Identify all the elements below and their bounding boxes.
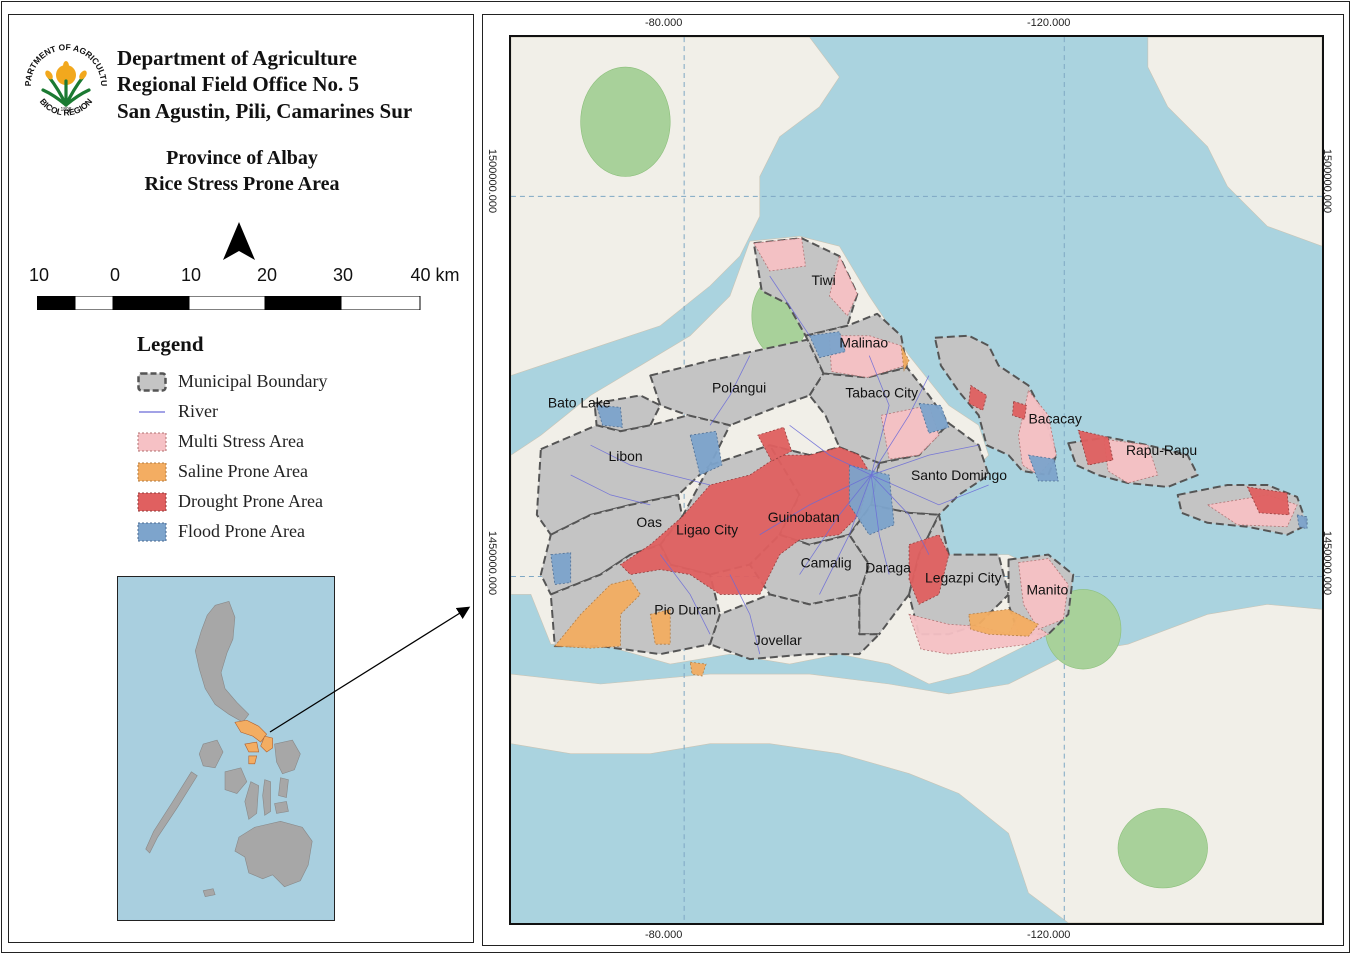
grid-label-bottom: -80.000 [645,929,683,941]
legend-item-multi-stress: Multi Stress Area [137,431,457,456]
municipality-label: Malinao [839,335,888,351]
legend-item-river: River [137,401,457,426]
scale-tick-label: 20 [256,265,278,285]
scale-tick-label: 0 [109,265,121,285]
municipality-label: Manito [1026,581,1068,597]
office-name: Regional Field Office No. 5 [117,72,360,96]
municipality-label: Legazpi City [925,569,1002,585]
municipality-label: Jovellar [754,632,802,648]
municipality-label: Camalig [801,555,852,571]
map-info-panel: DEPARTMENT OF AGRICULTURE BICOL REGION 1… [8,14,474,943]
grid-label-left: 1450000.000 [486,530,499,596]
legend-swatch [137,522,167,542]
grid-label-left: 1500000.000 [486,148,499,214]
legend-swatch [139,411,165,413]
legend-label: Drought Prone Area [178,491,323,511]
legend-item-flood-prone: Flood Prone Area [137,521,457,546]
grid-label-bottom: -120.000 [1027,929,1071,941]
legend-item-saline-prone: Saline Prone Area [137,461,457,486]
legend-swatch [137,372,167,392]
legend-label: Municipal Boundary [178,371,328,391]
legend-swatch [137,432,167,452]
legend-swatch [137,492,167,512]
municipality-label: Daraga [865,560,911,576]
municipality-label: Tabaco City [845,384,918,400]
philippines-inset-map [117,576,335,921]
agency-name: Department of Agriculture [117,46,357,70]
scale-tick-label: 10 [180,265,202,285]
department-logo: DEPARTMENT OF AGRICULTURE BICOL REGION 1… [19,35,109,118]
legend-label: River [178,401,218,421]
municipality-label: Oas [636,514,662,530]
north-arrow-icon [223,222,255,260]
municipality-label: Guinobatan [768,509,840,525]
scale-tick-label: 10 [28,265,50,285]
municipality-label: Santo Domingo [911,467,1007,483]
scale-tick-label: 40 km [410,265,460,285]
albay-stress-map: Tiwi Malinao Polangui Tabaco City Bato L… [509,35,1324,925]
municipality-label: Rapu-Rapu [1126,442,1197,458]
municipality-label: Bato Lake [548,394,611,410]
municipality-label: Polangui [712,379,766,395]
logo-year: 1898 [60,107,71,113]
municipality-label: Ligao City [676,522,738,538]
map-title-subject: Rice Stress Prone Area [144,173,340,195]
main-map-frame: -80.000 -120.000 -80.000 -120.000 150000… [482,14,1344,946]
legend-title: Legend [137,332,204,356]
legend-label: Flood Prone Area [178,521,305,541]
grid-label-top: -120.000 [1027,17,1071,29]
municipality-label: Tiwi [812,272,836,288]
legend-item-drought-prone: Drought Prone Area [137,491,457,516]
municipality-label: Pio Duran [654,601,716,617]
legend-swatch [137,462,167,482]
scale-bar [37,296,421,310]
office-address: San Agustin, Pili, Camarines Sur [117,99,413,123]
municipality-label: Bacacay [1028,410,1081,426]
scale-tick-label: 30 [332,265,354,285]
municipality-label: Libon [609,448,643,464]
legend-label: Saline Prone Area [178,461,308,481]
grid-label-top: -80.000 [645,17,683,29]
map-title-province: Province of Albay [166,147,318,169]
legend-label: Multi Stress Area [178,431,304,451]
legend-item-municipal-boundary: Municipal Boundary [137,371,457,396]
